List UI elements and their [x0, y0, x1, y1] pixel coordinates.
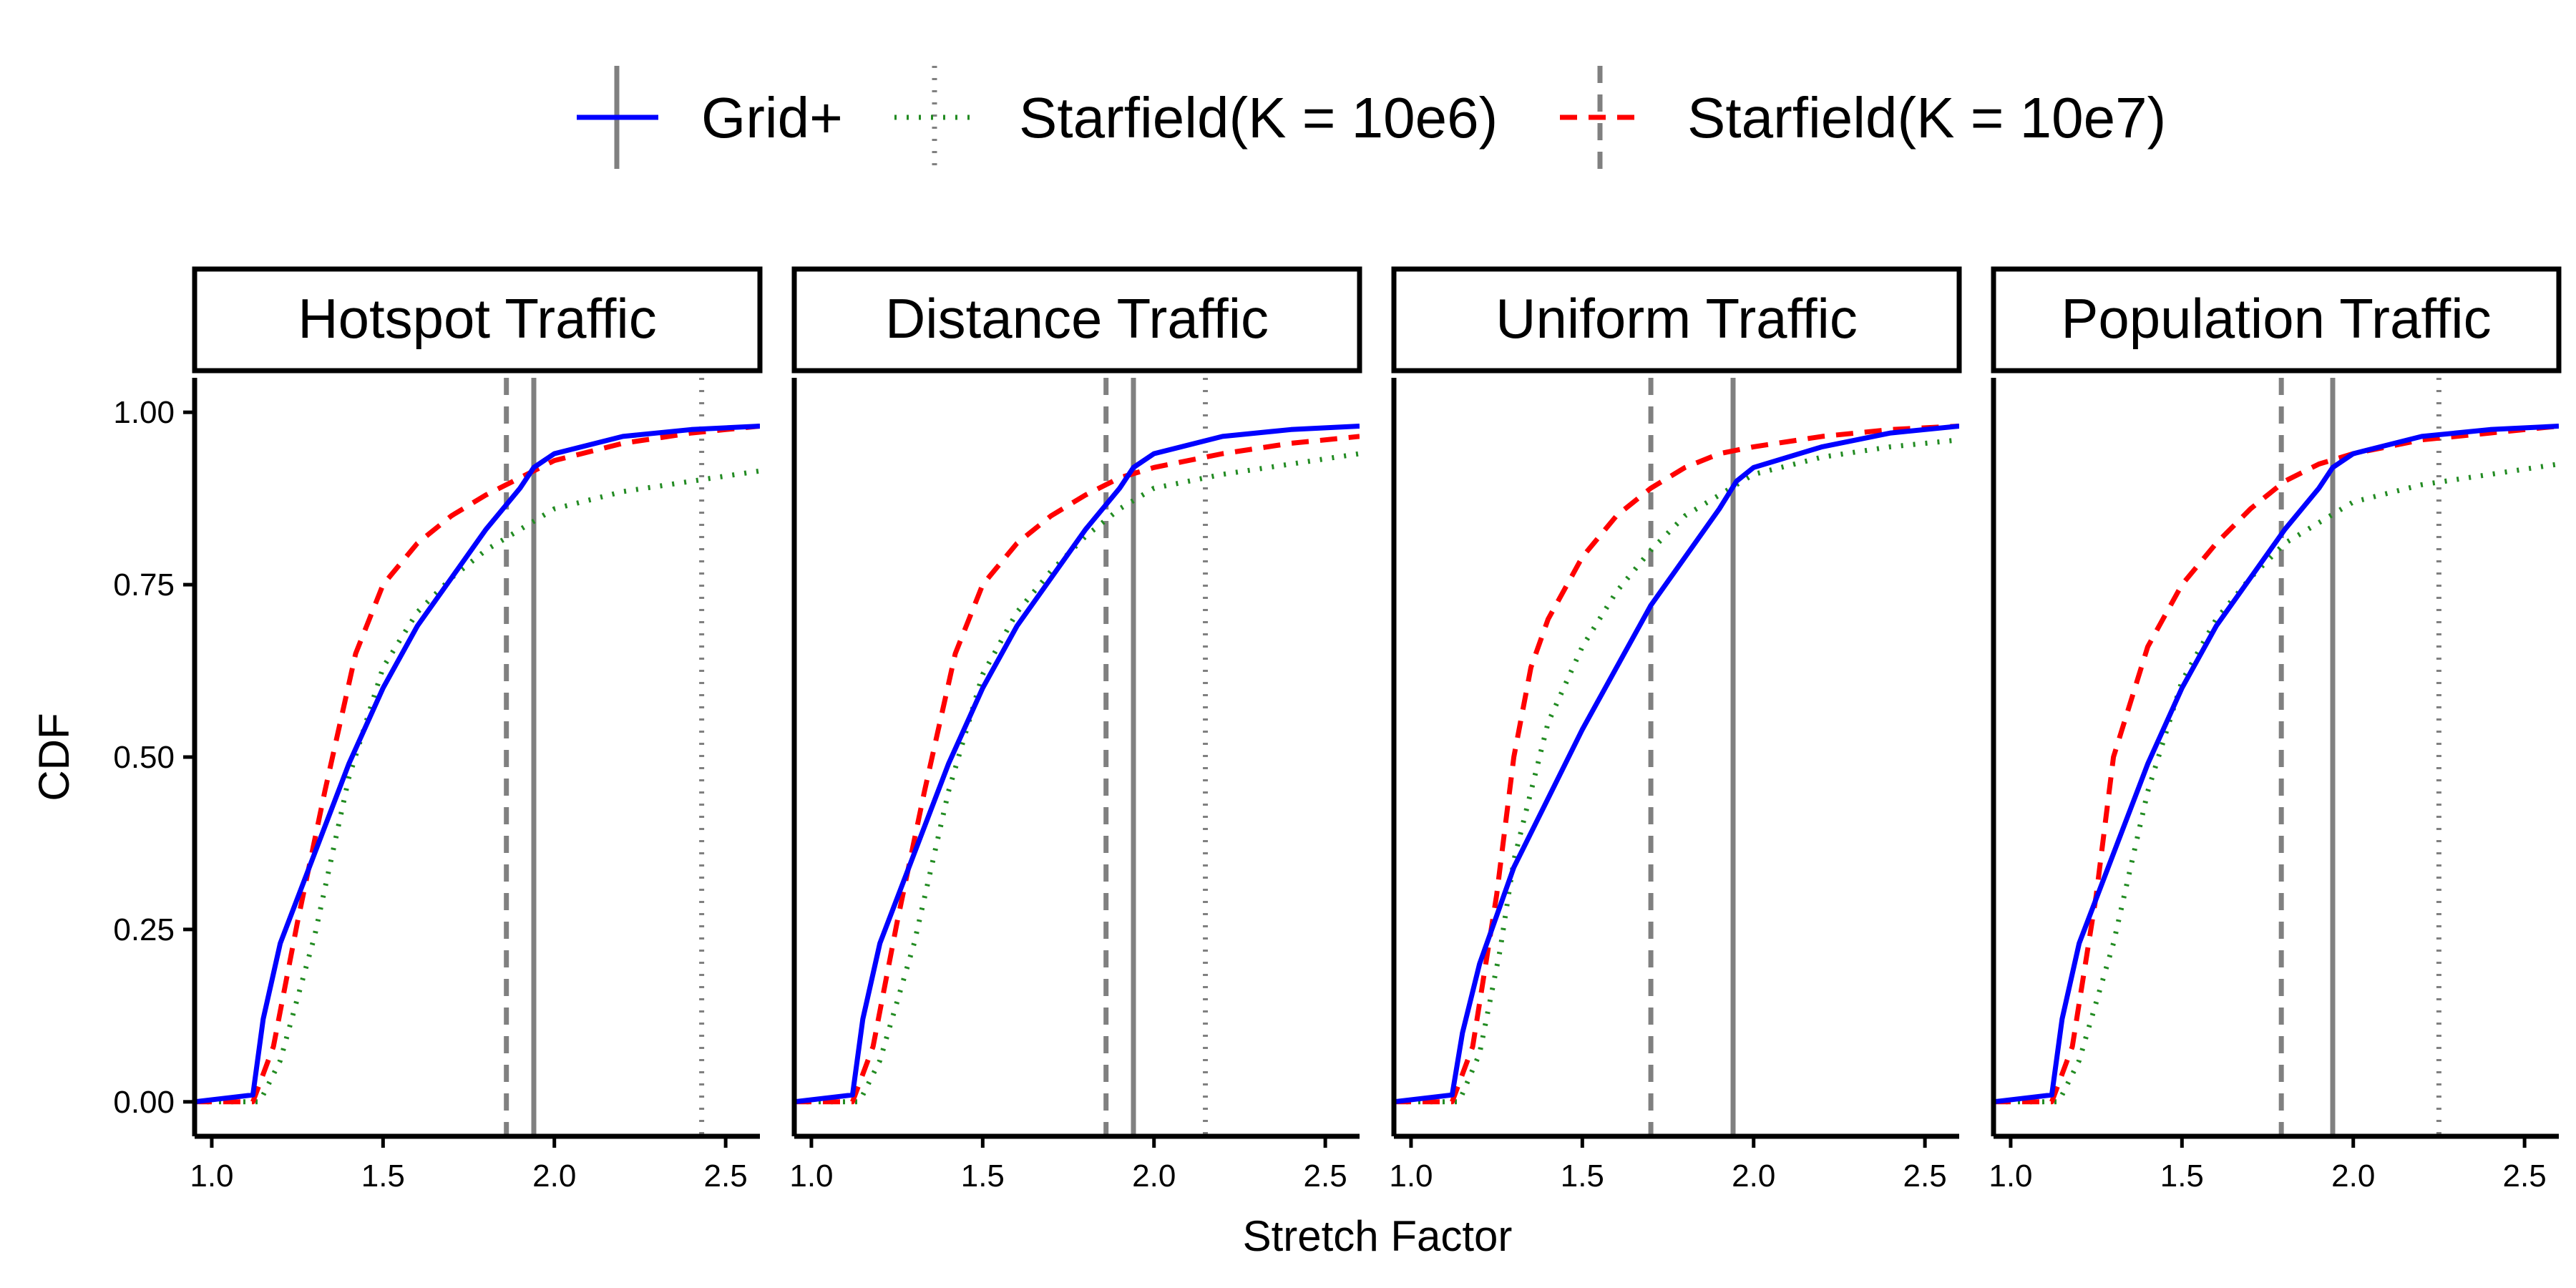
series-starfield-k-10e7-distance-traffic: [794, 434, 1360, 1105]
plot-area-uniform-traffic: [1394, 378, 1959, 1136]
legend: Grid+ Starfield(K = 10e6) Starfield(K = …: [577, 66, 2166, 169]
x-tick-label-uniform-traffic: 2.5: [1903, 1158, 1947, 1194]
legend-item-grid-plus: Grid+: [577, 66, 843, 169]
x-tick-label-distance-traffic: 2.5: [1304, 1158, 1347, 1194]
x-tick-label-uniform-traffic: 1.0: [1389, 1158, 1433, 1194]
x-tick-label-hotspot-traffic: 1.5: [361, 1158, 405, 1194]
legend-item-starfield-10e7: Starfield(K = 10e7): [1560, 66, 2166, 169]
legend-item-starfield-10e6: Starfield(K = 10e6): [894, 66, 1498, 169]
series-grid-distance-traffic: [794, 424, 1360, 1105]
x-tick-label-uniform-traffic: 1.5: [1561, 1158, 1604, 1194]
series-starfield-k-10e7-hotspot-traffic: [195, 424, 760, 1105]
strip-population-traffic: [1991, 266, 2562, 374]
legend-label-starfield-10e7: Starfield(K = 10e7): [1687, 86, 2166, 150]
x-tick-label-distance-traffic: 1.0: [789, 1158, 833, 1194]
strip-uniform-traffic: [1391, 266, 1962, 374]
x-tick-label-distance-traffic: 2.0: [1132, 1158, 1176, 1194]
y-axis-title: CDF: [30, 713, 78, 801]
x-tick-label-hotspot-traffic: 1.0: [190, 1158, 233, 1194]
series-grid-population-traffic: [1994, 424, 2559, 1105]
strip-title-uniform-traffic: Uniform Traffic: [1496, 287, 1858, 350]
series-grid-hotspot-traffic: [195, 424, 760, 1105]
x-tick-label-population-traffic: 1.5: [2160, 1158, 2204, 1194]
panel-uniform-traffic: Uniform Traffic 1.0 1.5 2.0 2.5: [1389, 266, 1962, 1194]
plot-area-population-traffic: [1994, 378, 2559, 1136]
y-tick-label: 0.75: [113, 567, 175, 602]
x-tick-label-distance-traffic: 1.5: [961, 1158, 1005, 1194]
legend-label-starfield-10e6: Starfield(K = 10e6): [1019, 86, 1498, 150]
series-starfield-k-10e6-population-traffic: [1994, 462, 2559, 1105]
strip-title-population-traffic: Population Traffic: [2061, 287, 2491, 350]
series-starfield-k-10e6-distance-traffic: [794, 451, 1360, 1105]
x-tick-label-population-traffic: 1.0: [1989, 1158, 2032, 1194]
x-axis-title: Stretch Factor: [1243, 1212, 1513, 1260]
panels: Hotspot Traffic 1.0 1.5 2.0 2.5 0.00 0.25 0.50 0…: [113, 266, 2562, 1194]
strip-hotspot-traffic: [192, 266, 763, 374]
strip-title-distance-traffic: Distance Traffic: [885, 287, 1269, 350]
x-tick-label-population-traffic: 2.0: [2331, 1158, 2375, 1194]
panel-hotspot-traffic: Hotspot Traffic 1.0 1.5 2.0 2.5 0.00 0.25 0.50 0…: [113, 266, 763, 1194]
plot-area-distance-traffic: [794, 378, 1360, 1136]
y-tick-label: 0.50: [113, 740, 175, 775]
plot-area-hotspot-traffic: [195, 378, 760, 1136]
y-tick-label: 1.00: [113, 395, 175, 430]
strip-title-hotspot-traffic: Hotspot Traffic: [298, 287, 656, 350]
strip-distance-traffic: [791, 266, 1362, 374]
x-tick-label-hotspot-traffic: 2.5: [704, 1158, 748, 1194]
y-tick-label: 0.25: [113, 912, 175, 947]
panel-distance-traffic: Distance Traffic 1.0 1.5 2.0 2.5: [789, 266, 1362, 1194]
panel-population-traffic: Population Traffic 1.0 1.5 2.0 2.5: [1989, 266, 2562, 1194]
series-starfield-k-10e7-uniform-traffic: [1394, 424, 1959, 1105]
x-tick-label-hotspot-traffic: 2.0: [532, 1158, 576, 1194]
legend-label-grid-plus: Grid+: [701, 86, 843, 150]
series-grid-uniform-traffic: [1394, 424, 1959, 1105]
y-tick-label: 0.00: [113, 1085, 175, 1120]
x-tick-label-population-traffic: 2.5: [2503, 1158, 2547, 1194]
x-tick-label-uniform-traffic: 2.0: [1732, 1158, 1775, 1194]
